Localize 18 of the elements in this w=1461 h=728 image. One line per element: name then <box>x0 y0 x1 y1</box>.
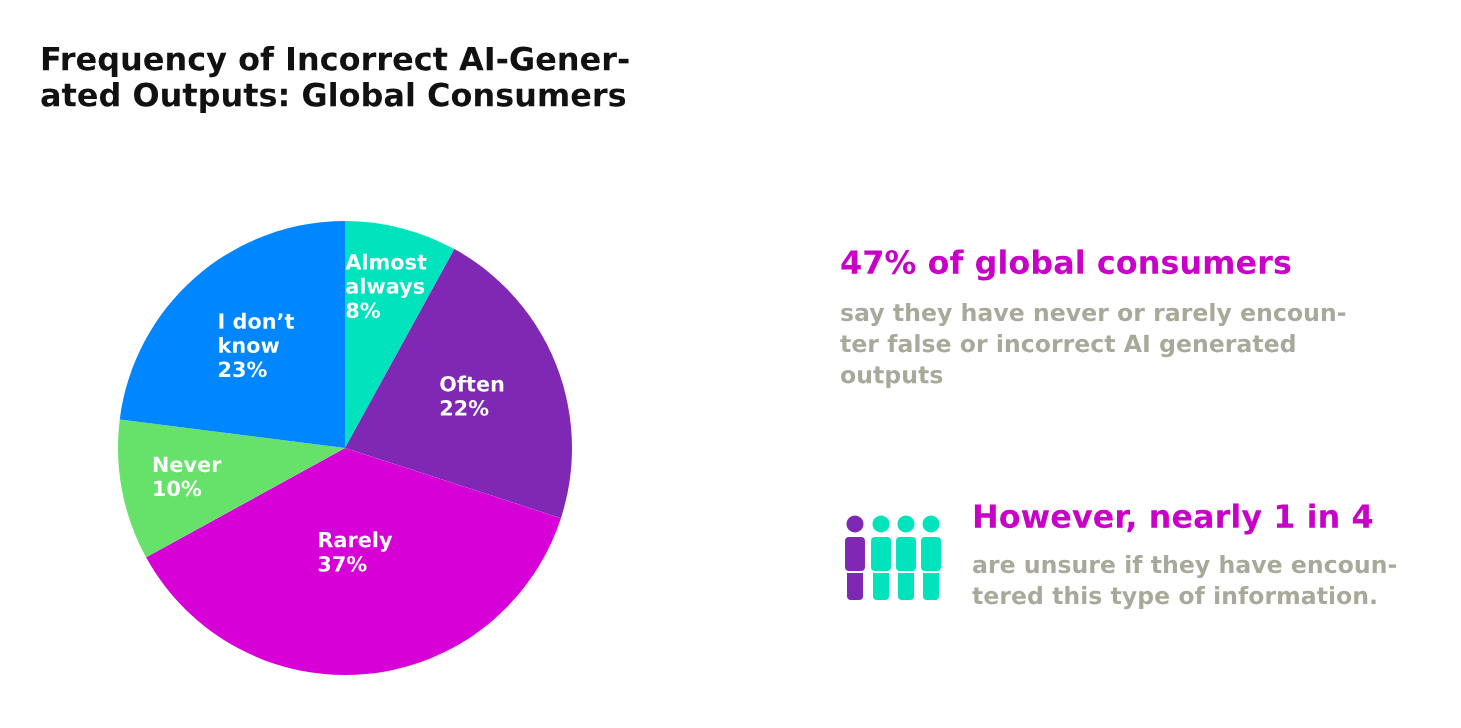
data-label: 10% <box>154 480 202 497</box>
slice-label: Never <box>153 456 222 473</box>
data-label: 8% <box>346 302 380 319</box>
slice-label: Almost always <box>345 253 427 299</box>
text: are unsure if they have encoun- tered this type of information. <box>972 555 1397 610</box>
text: 47% of global consumers <box>841 249 1291 281</box>
text: However, nearly 1 in 4 <box>974 503 1373 535</box>
slice-label: Rarely <box>319 531 393 552</box>
text: say they have never or rarely encoun- ter false or incorrect AI generated outputs <box>840 303 1346 389</box>
pie-slice <box>345 249 572 519</box>
slice-label: Often <box>440 375 504 392</box>
data-label: 23% <box>219 361 267 378</box>
slice-label: I don’t know <box>219 312 294 354</box>
pie-slice <box>146 448 561 675</box>
data-label: 22% <box>440 400 489 416</box>
chart-title: Frequency of Incorrect AI-Gener- ated Outputs: Global Consumers <box>41 46 629 113</box>
pie-slice <box>119 221 345 448</box>
data-label: 37% <box>318 555 367 572</box>
